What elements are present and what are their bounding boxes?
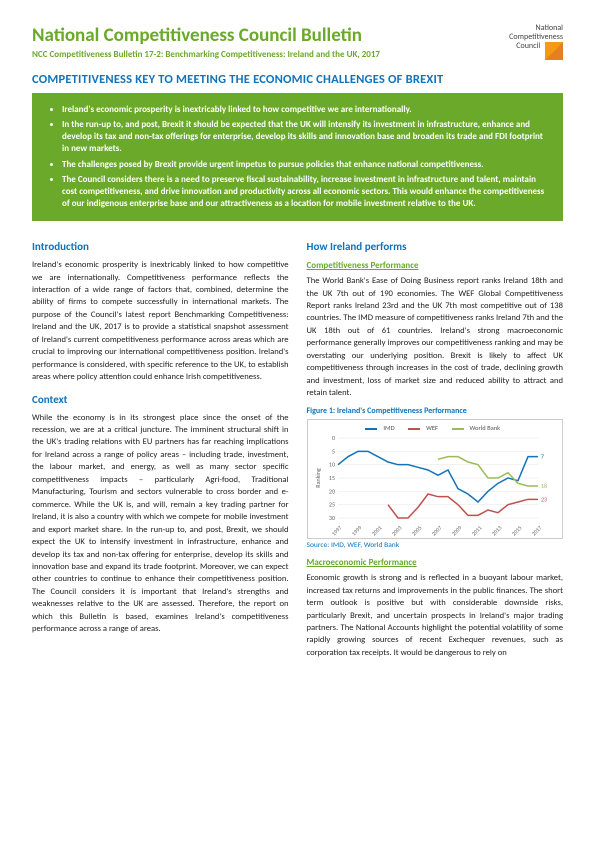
chart-svg: 0 5 10 15 20 25 30 1997 1999 2001 2003 2005 2007 2009… (312, 436, 552, 536)
svg-text:Ranking: Ranking (314, 468, 322, 488)
svg-text:2001: 2001 (371, 525, 383, 536)
svg-text:1997: 1997 (331, 525, 343, 536)
header: National Competitiveness Council Bulleti… (32, 24, 563, 68)
chart-source: Source: IMD, WEF, World Bank (307, 541, 564, 552)
context-body: While the economy is in its strongest pl… (32, 412, 289, 636)
macroeconomic-performance-body: Economic growth is strong and is reflect… (307, 572, 564, 659)
legend-label: IMD (383, 424, 394, 432)
competitiveness-performance-subheading: Competitiveness Performance (307, 259, 564, 272)
svg-text:30: 30 (328, 514, 334, 522)
svg-text:5: 5 (331, 447, 334, 455)
competitiveness-chart: IMD WEF World Bank 0 5 10 15 20 25 30 1997 1999 2… (307, 419, 564, 539)
svg-text:2003: 2003 (391, 525, 403, 536)
svg-text:25: 25 (328, 500, 334, 508)
legend-label: WEF (426, 424, 438, 432)
figure-caption: Figure 1: Ireland's Competitiveness Perf… (307, 406, 564, 418)
body-columns: Introduction Ireland's economic prosperi… (32, 231, 563, 665)
svg-text:2007: 2007 (431, 525, 443, 536)
callout-item: Ireland's economic prosperity is inextri… (62, 104, 551, 116)
svg-text:2013: 2013 (491, 525, 503, 536)
page-title: National Competitiveness Council Bulleti… (32, 24, 380, 47)
svg-text:2005: 2005 (411, 525, 423, 536)
svg-text:1999: 1999 (351, 525, 363, 536)
introduction-body: Ireland's economic prosperity is inextri… (32, 259, 289, 384)
context-heading: Context (32, 392, 289, 408)
left-column: Introduction Ireland's economic prosperi… (32, 231, 289, 665)
introduction-heading: Introduction (32, 239, 289, 255)
svg-text:2017: 2017 (531, 525, 543, 536)
svg-text:2015: 2015 (511, 525, 523, 536)
svg-text:0: 0 (331, 436, 334, 442)
callout-item: The Council considers there is a need to… (62, 174, 551, 210)
callout-item: The challenges posed by Brexit provide u… (62, 159, 551, 171)
macroeconomic-performance-subheading: Macroeconomic Performance (307, 556, 564, 569)
logo: National Competitiveness Council (509, 24, 563, 60)
svg-text:18: 18 (541, 482, 547, 490)
right-column: How Ireland performs Competitiveness Per… (307, 231, 564, 665)
headline: COMPETITIVENESS KEY TO MEETING THE ECONO… (32, 72, 563, 87)
callout-box: Ireland's economic prosperity is inextri… (32, 93, 563, 221)
svg-text:20: 20 (328, 487, 334, 495)
svg-text:15: 15 (328, 474, 334, 482)
chart-legend: IMD WEF World Bank (312, 424, 559, 433)
legend-label: World Bank (470, 424, 501, 432)
competitiveness-performance-body: The World Bank's Ease of Doing Business … (307, 275, 564, 400)
svg-text:2011: 2011 (471, 525, 483, 536)
svg-text:7: 7 (541, 452, 544, 460)
svg-text:23: 23 (541, 495, 547, 503)
svg-text:2009: 2009 (451, 525, 463, 536)
logo-mark-icon (545, 42, 563, 60)
logo-text-3: Council (516, 41, 540, 51)
how-ireland-performs-heading: How Ireland performs (307, 239, 564, 255)
callout-item: In the run-up to, and post, Brexit it sh… (62, 119, 551, 155)
page-subtitle: NCC Competitiveness Bulletin 17-2: Bench… (32, 49, 380, 60)
svg-text:10: 10 (328, 460, 334, 468)
